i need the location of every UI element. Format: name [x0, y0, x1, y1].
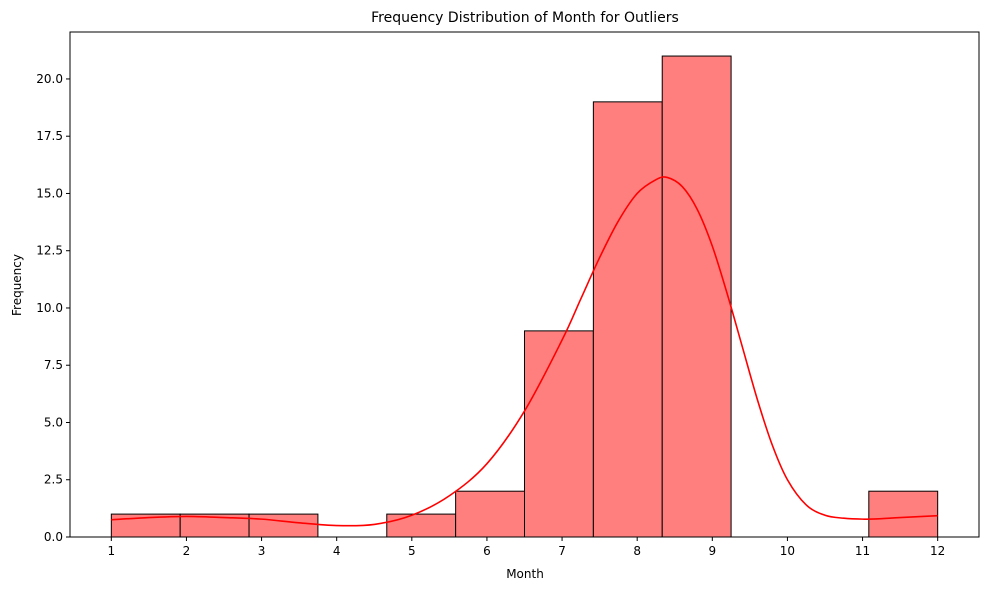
x-tick-label: 4: [333, 544, 341, 558]
x-tick-label: 1: [107, 544, 115, 558]
plot-frame: [69, 31, 980, 538]
y-tick-label: 12.5: [36, 244, 63, 258]
histogram-bar: [386, 513, 457, 538]
x-tick-label: 3: [258, 544, 266, 558]
y-tick-label: 2.5: [44, 473, 63, 487]
y-tick-label: 5.0: [44, 415, 63, 429]
x-tick-label: 9: [708, 544, 716, 558]
histogram-bar: [524, 330, 594, 538]
histogram-bar: [868, 490, 939, 538]
chart-title: Frequency Distribution of Month for Outl…: [371, 10, 679, 26]
x-tick-label: 2: [183, 544, 191, 558]
y-tick-label: 17.5: [36, 129, 63, 143]
histogram-bar: [661, 55, 732, 538]
histogram-bar: [592, 101, 663, 538]
x-tick-label: 5: [408, 544, 416, 558]
x-tick-label: 6: [483, 544, 491, 558]
x-axis-ticks: 1 2 3 4 5 6 7 8 9 10 11 12: [107, 537, 945, 558]
y-axis-label: Frequency: [10, 254, 24, 316]
histogram-bar: [248, 513, 319, 538]
x-axis-label: Month: [506, 567, 544, 581]
histogram-bar: [455, 490, 525, 538]
y-tick-label: 20.0: [36, 72, 63, 86]
y-tick-label: 0.0: [44, 530, 63, 544]
x-tick-label: 12: [930, 544, 945, 558]
x-tick-label: 10: [780, 544, 795, 558]
y-tick-label: 15.0: [36, 186, 63, 200]
y-tick-label: 7.5: [44, 358, 63, 372]
bars-group: [110, 55, 939, 538]
x-tick-label: 8: [633, 544, 641, 558]
y-tick-label: 10.0: [36, 301, 63, 315]
x-tick-label: 11: [855, 544, 870, 558]
kde-line: [111, 176, 938, 527]
y-axis-ticks: 0.0 2.5 5.0 7.5 10.0 12.5 15.0 17.5 20.0: [36, 72, 70, 544]
kde-group: [111, 176, 938, 527]
x-tick-label: 7: [558, 544, 566, 558]
